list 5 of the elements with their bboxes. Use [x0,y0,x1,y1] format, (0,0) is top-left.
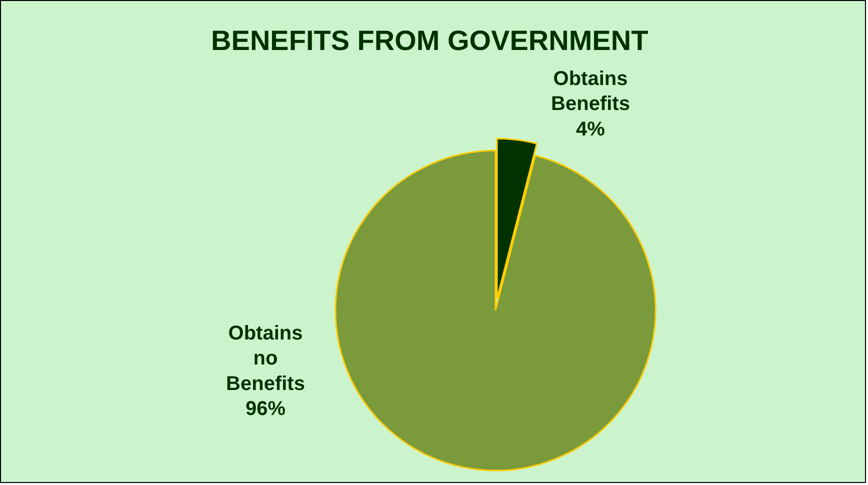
chart-title: BENEFITS FROM GOVERNMENT [211,25,648,56]
data-label: 96% [245,398,286,420]
slice-label: Obtains no Benefits [226,322,305,395]
data-label: 4% [576,118,606,140]
slice-label: Obtains Benefits [551,68,630,116]
